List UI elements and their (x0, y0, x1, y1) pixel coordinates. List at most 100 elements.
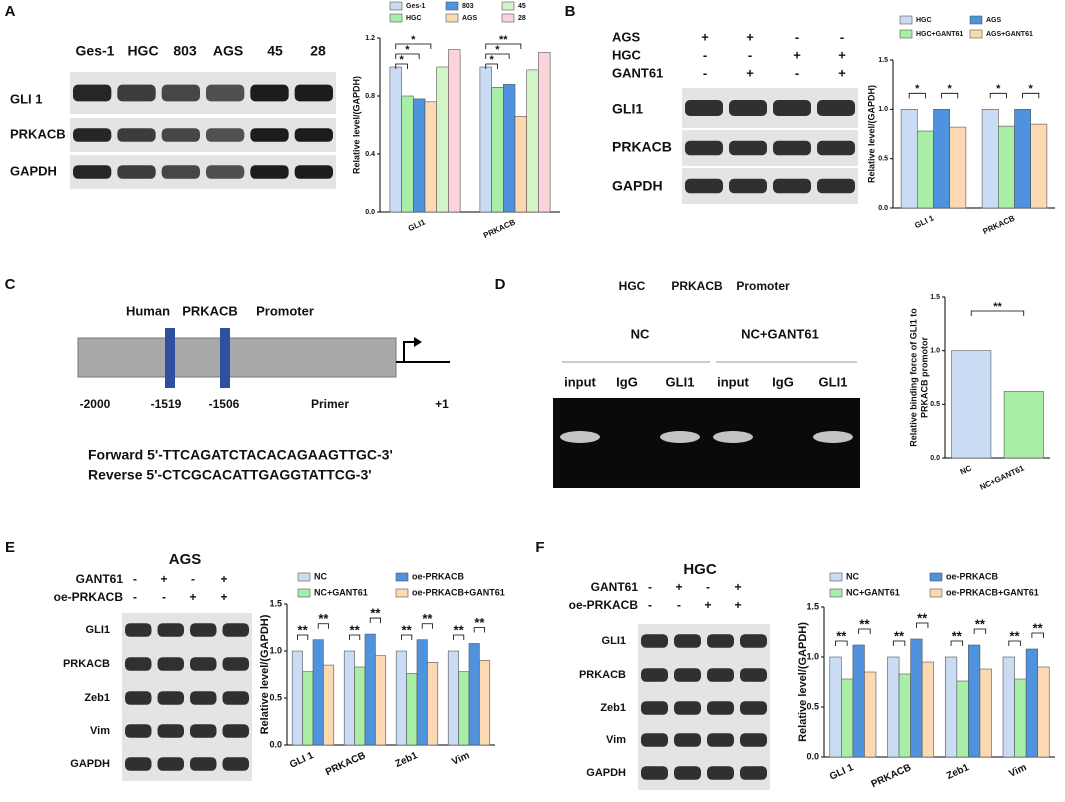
bar (514, 116, 527, 213)
y-tick-label: 1.0 (930, 348, 940, 355)
blot-band (674, 733, 701, 747)
bar (312, 639, 324, 746)
bar (412, 98, 426, 213)
sig-label: ** (318, 611, 329, 626)
title-word: Promoter (256, 303, 314, 318)
blot-band (157, 657, 184, 671)
bar (491, 87, 504, 213)
bar (1025, 648, 1038, 758)
treatment-sign: + (734, 580, 741, 594)
bar (1037, 666, 1050, 758)
blot-band (817, 100, 855, 116)
y-axis-label: Relative level/(GAPDH) (797, 622, 809, 742)
treatment-sign: + (838, 65, 846, 80)
y-tick-label: 1.0 (878, 106, 888, 113)
y-axis-label: Relative level/(GAPDH) (866, 85, 876, 183)
sig-bracket (485, 63, 498, 69)
treatment-sign: + (220, 590, 227, 604)
bar (949, 126, 967, 209)
sig-label: * (1029, 83, 1034, 95)
legend-swatch (501, 1, 515, 11)
treatment-label: GANT61 (591, 580, 639, 594)
y-tick-label: 0.5 (806, 701, 819, 711)
bar (502, 84, 516, 213)
gel (553, 398, 860, 488)
y-tick-label: 0.5 (930, 401, 940, 408)
row-label: GLI1 (86, 624, 110, 636)
blot-band (250, 128, 289, 142)
sig-bracket (1008, 640, 1021, 646)
legend-label: oe-PRKACB (946, 571, 999, 581)
bar (427, 661, 439, 746)
title-word: PRKACB (182, 303, 238, 318)
blot-band (740, 733, 767, 747)
panel-title: HGC (683, 561, 717, 578)
sig-label: ** (859, 616, 870, 631)
legend-label: HGC+GANT61 (916, 31, 963, 38)
bar (354, 666, 366, 746)
sig-bracket (395, 63, 408, 69)
blot-band (125, 724, 152, 738)
blot-band (250, 84, 289, 102)
panel-letter: E (5, 539, 15, 556)
bar (944, 656, 958, 758)
treatment-sign: - (703, 47, 707, 62)
bar (416, 639, 428, 746)
title-word: HGC (619, 279, 646, 293)
bar (933, 109, 951, 209)
row-label: PRKACB (579, 669, 626, 681)
legend-swatch (899, 29, 913, 39)
bar (898, 673, 911, 758)
sig-bracket (369, 617, 381, 624)
bar (395, 650, 407, 746)
legend-swatch (395, 588, 409, 598)
sig-bracket (485, 43, 522, 49)
blot-band (685, 100, 723, 116)
bar (436, 66, 449, 213)
blot-band (685, 140, 723, 156)
blot-band (773, 140, 811, 156)
y-tick-label: 1.5 (806, 601, 819, 611)
legend-swatch (389, 1, 403, 11)
blot-band (125, 691, 152, 705)
sig-bracket (858, 628, 871, 634)
bar (448, 49, 461, 213)
y-axis-label: Relative level/(GAPDH) (351, 76, 361, 174)
y-tick-label: 1.5 (930, 294, 940, 301)
bar (979, 668, 992, 758)
blot-band (190, 623, 217, 637)
x-tick-label: PRKACB (981, 213, 1016, 236)
bar (951, 350, 992, 459)
gel-band (560, 431, 600, 443)
blot-band (190, 657, 217, 671)
bar (852, 644, 865, 758)
y-tick-label: 0.0 (930, 455, 940, 462)
bar (887, 656, 900, 758)
y-tick-label: 1.0 (806, 651, 819, 661)
blot-band (117, 128, 156, 142)
blot-band (73, 84, 112, 102)
binding-site (165, 328, 175, 388)
treatment-sign: - (703, 65, 707, 80)
bar (916, 130, 934, 209)
lane-label: HGC (127, 43, 158, 59)
blot-band (125, 623, 152, 637)
blot-band (685, 178, 723, 194)
blot-band (740, 634, 767, 648)
group-label: NC (631, 326, 650, 341)
blot-band (190, 757, 217, 771)
legend-swatch (929, 588, 943, 598)
row-label: GAPDH (586, 767, 626, 779)
sig-bracket (349, 634, 361, 640)
sig-label: ** (350, 622, 361, 637)
y-tick-label: 1.2 (365, 35, 375, 42)
legend-label: HGC (916, 17, 932, 24)
sig-bracket (297, 634, 309, 640)
bar (829, 656, 842, 758)
blot-band (73, 128, 112, 142)
bar (468, 643, 480, 746)
blot-band (817, 140, 855, 156)
row-label: Zeb1 (600, 702, 626, 714)
y-tick-label: 0.0 (365, 209, 375, 216)
